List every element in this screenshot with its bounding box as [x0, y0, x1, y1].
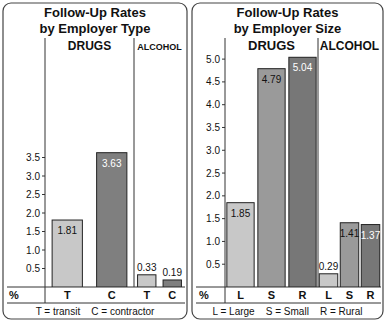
- y-axis-line: [225, 38, 226, 303]
- y-tick-label: 0.5: [26, 263, 40, 274]
- y-tick-label: 2.0: [206, 190, 220, 201]
- bar: [97, 153, 127, 287]
- title: by Employer Type: [39, 21, 150, 36]
- data-label: 1.85: [231, 208, 251, 219]
- bar: [138, 275, 156, 287]
- y-tick: [42, 213, 45, 214]
- y-tick-label: 3.5: [26, 152, 40, 163]
- x-tick-label: L: [325, 289, 332, 301]
- group-label: ALCOHOL: [137, 42, 182, 52]
- title: by Employer Size: [234, 21, 342, 36]
- group-separator: [134, 38, 135, 287]
- title: Follow-Up Rates: [237, 5, 339, 20]
- x-tick-label: T: [143, 289, 150, 301]
- bar: [319, 274, 337, 287]
- footnote: T = transit C = contractor: [36, 306, 155, 317]
- y-tick-label: 2.5: [26, 189, 40, 200]
- title: Follow-Up Rates: [44, 5, 146, 20]
- y-tick: [222, 127, 225, 128]
- bar: [52, 220, 82, 287]
- y-tick-label: 2.0: [26, 208, 40, 219]
- y-tick-label: 3.5: [206, 122, 220, 133]
- y-axis-label: %: [9, 289, 19, 301]
- y-tick: [222, 218, 225, 219]
- y-tick: [222, 81, 225, 82]
- x-tick-label: C: [108, 289, 116, 301]
- category-rule: [7, 303, 185, 304]
- y-tick: [42, 194, 45, 195]
- bar: [289, 57, 316, 287]
- x-tick-label: S: [346, 289, 353, 301]
- y-tick: [222, 150, 225, 151]
- y-axis-label: %: [199, 289, 209, 301]
- group-label: DRUGS: [68, 39, 111, 53]
- data-label: 5.04: [293, 62, 313, 73]
- labels: DRUGS ALCOHOL 1.85 L 4.79 S 5.04 R 0.29 L 1.41 S 1.3…: [231, 38, 381, 301]
- y-tick: [42, 157, 45, 158]
- y-tick-label: 2.5: [206, 168, 220, 179]
- group-separator: [318, 38, 319, 287]
- group-label: ALCOHOL: [320, 39, 379, 53]
- labels: DRUGS ALCOHOL 1.81 T 3.63 C 0.33 T 0.19 C: [58, 39, 183, 301]
- y-tick-label: 1.0: [26, 245, 40, 256]
- y-tick: [42, 176, 45, 177]
- y-tick-label: 1.5: [206, 213, 220, 224]
- chart-panel: Follow-Up Ratesby Employer Size 0.5 1.0 1.5…: [192, 3, 383, 319]
- bar: [163, 280, 181, 287]
- bar: [227, 203, 254, 287]
- data-label: 0.29: [319, 261, 339, 272]
- category-rule: [196, 303, 381, 304]
- y-tick: [42, 250, 45, 251]
- bar: [258, 69, 285, 287]
- x-tick-label: C: [168, 289, 176, 301]
- panel-frame: [192, 3, 383, 319]
- data-label: 1.81: [58, 225, 78, 236]
- panel-frame: [3, 3, 187, 319]
- x-tick-label: S: [268, 289, 275, 301]
- data-label: 1.41: [340, 228, 360, 239]
- y-tick-label: 4.5: [206, 76, 220, 87]
- x-tick-label: T: [64, 289, 71, 301]
- x-tick-label: R: [299, 289, 307, 301]
- data-label: 0.33: [137, 262, 157, 273]
- y-tick: [222, 104, 225, 105]
- footnote: L = Large S = Small R = Rural: [213, 306, 363, 317]
- y-tick: [222, 195, 225, 196]
- chart-panel: Follow-Up Ratesby Employer Type 0.5 1.0 1.5…: [3, 3, 187, 319]
- data-label: 1.37: [361, 230, 381, 241]
- y-tick-label: 1.0: [206, 236, 220, 247]
- y-tick-label: 3.0: [206, 145, 220, 156]
- y-tick-label: 0.5: [206, 259, 220, 270]
- y-tick-label: 1.5: [26, 226, 40, 237]
- y-axis-line: [45, 38, 46, 303]
- y-tick: [222, 173, 225, 174]
- bars: [227, 57, 380, 287]
- y-tick: [222, 59, 225, 60]
- figure: Follow-Up Ratesby Employer Type0.51.01.5…: [0, 0, 386, 323]
- y-tick-label: 5.0: [206, 54, 220, 65]
- bars: [52, 153, 181, 287]
- y-tick-label: 3.0: [26, 171, 40, 182]
- x-tick-label: L: [237, 289, 244, 301]
- data-label: 4.79: [262, 74, 282, 85]
- x-tick-label: R: [367, 289, 375, 301]
- x-axis-line: [7, 287, 185, 288]
- data-label: 3.63: [102, 158, 122, 169]
- bar: [340, 223, 358, 287]
- y-tick: [42, 231, 45, 232]
- y-tick: [222, 264, 225, 265]
- y-tick: [222, 241, 225, 242]
- bar: [361, 225, 379, 287]
- group-label: DRUGS: [248, 38, 295, 53]
- y-tick-label: 4.0: [206, 99, 220, 110]
- y-tick: [42, 268, 45, 269]
- data-label: 0.19: [163, 267, 183, 278]
